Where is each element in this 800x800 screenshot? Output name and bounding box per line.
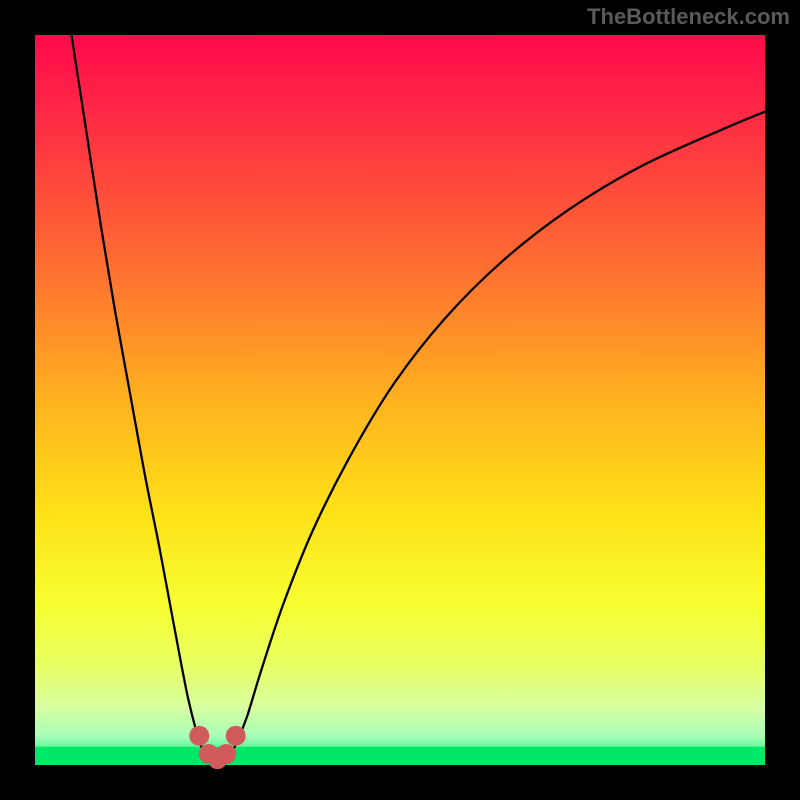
bottleneck-chart bbox=[0, 0, 800, 800]
marker-dot bbox=[189, 726, 209, 746]
watermark-text: TheBottleneck.com bbox=[587, 4, 790, 30]
marker-dot bbox=[216, 744, 236, 764]
plot-background bbox=[35, 35, 765, 765]
green-strip bbox=[35, 747, 765, 765]
marker-dot bbox=[226, 726, 246, 746]
